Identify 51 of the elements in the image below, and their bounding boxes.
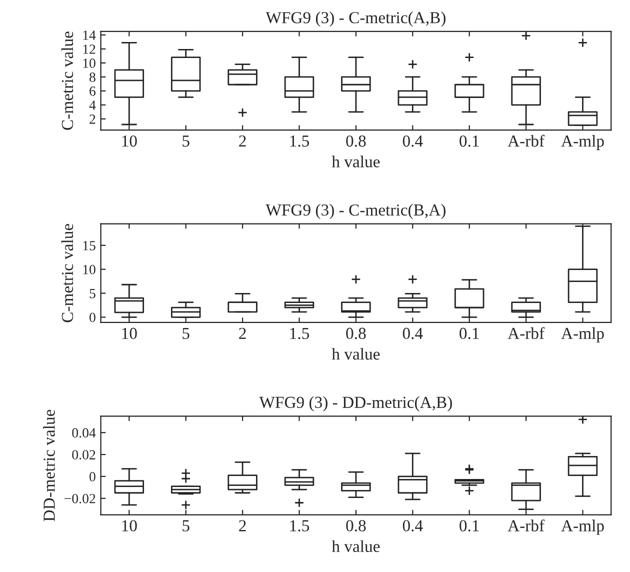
x-tick-label: 0.1 [460,135,479,147]
x-tick-label: 1.5 [290,520,310,532]
y-axis-title: C-metric value [61,32,74,130]
chart-title: WFG9 (3) - DD-metric(A,B) [259,396,452,412]
y-tick-label: 6 [90,86,96,96]
y-tick-label: 5 [90,288,96,298]
x-tick-label: A-mlp [561,327,604,342]
x-tick-label: 1.5 [290,328,310,340]
chart-title: WFG9 (3) - C-metric(A,B) [266,12,446,27]
y-tick-label: 4 [89,100,96,110]
x-tick-label: A-rbf [508,519,545,532]
y-tick-label: 2 [90,114,96,124]
x-tick-label: A-rbf [508,134,545,147]
x-tick-label: 2 [239,328,246,339]
y-tick-label: −0.02 [64,494,96,504]
x-tick-label: 0.8 [346,520,366,532]
y-tick-label: 14 [83,30,96,40]
y-tick-label: 0 [90,312,96,322]
x-axis-title: h value [332,540,380,552]
x-tick-label: 10 [122,520,137,532]
y-tick-label: 10 [83,264,96,274]
x-tick-label: 0.8 [346,328,366,340]
y-tick-label: 10 [83,58,96,68]
x-tick-label: 0.4 [402,328,423,340]
y-tick-label: 0.04 [72,428,96,438]
x-tick-label: 0.4 [402,520,423,532]
x-tick-label: 2 [239,520,246,532]
x-tick-label: 10 [122,328,137,340]
x-axis-title: h value [332,156,380,168]
x-tick-label: 10 [122,135,137,147]
y-axis-title: C-metric value [61,224,74,322]
y-tick-label: 15 [83,241,96,250]
x-tick-label: 0.8 [346,135,366,147]
x-tick-label: 5 [182,136,190,147]
x-tick-label: 1.5 [290,136,310,147]
x-tick-label: 5 [182,520,190,532]
x-tick-label: A-rbf [508,327,545,340]
x-tick-label: 0.1 [460,328,479,340]
x-axis-title: h value [332,348,380,360]
y-tick-label: 0 [90,472,96,482]
x-tick-label: 0.1 [460,520,479,532]
y-tick-label: 0.02 [72,450,96,460]
x-tick-label: 2 [239,135,246,147]
y-tick-label: 8 [90,72,96,82]
chart-title: WFG9 (3) - C-metric(B,A) [266,204,446,220]
x-tick-label: A-mlp [561,520,604,535]
y-axis-title: DD-metric value [43,410,55,522]
x-tick-label: 0.4 [402,135,423,147]
y-tick-label: 12 [83,44,96,54]
x-tick-label: 5 [182,328,190,340]
x-tick-label: A-mlp [561,134,604,150]
